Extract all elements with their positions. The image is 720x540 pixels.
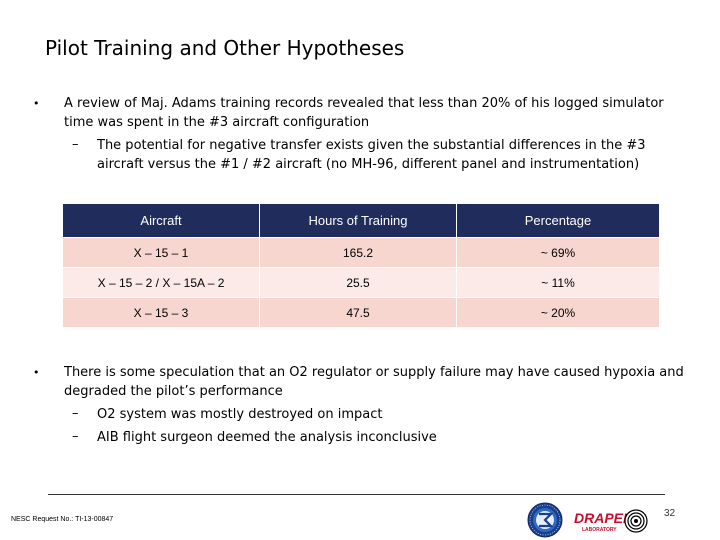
bullet2-line1: There is some speculation that an O2 reg… xyxy=(64,365,684,380)
cell-aircraft: X – 15 – 1 xyxy=(62,237,260,268)
header-aircraft: Aircraft xyxy=(62,203,260,238)
training-hours-table: Aircraft Hours of Training Percentage X … xyxy=(62,203,660,328)
table-row: X – 15 – 3 47.5 ~ 20% xyxy=(62,297,660,328)
nesc-seal-icon xyxy=(527,502,563,538)
bullet2-line2: degraded the pilot’s performance xyxy=(64,384,283,399)
page-number: 32 xyxy=(664,508,676,519)
bullet2-sub2: AIB flight surgeon deemed the analysis i… xyxy=(97,430,437,445)
bullet-marker: • xyxy=(33,366,40,379)
cell-hours: 25.5 xyxy=(259,267,457,298)
table-row: X – 15 – 2 / X – 15A – 2 25.5 ~ 11% xyxy=(62,267,660,298)
slide-title: Pilot Training and Other Hypotheses xyxy=(45,36,405,60)
bullet1-line1: A review of Maj. Adams training records … xyxy=(64,96,664,111)
cell-aircraft: X – 15 – 3 xyxy=(62,297,260,328)
cell-percentage: ~ 11% xyxy=(456,267,660,298)
cell-percentage: ~ 69% xyxy=(456,237,660,268)
table-header-row: Aircraft Hours of Training Percentage xyxy=(62,203,660,238)
header-percentage: Percentage xyxy=(456,203,660,238)
cell-hours: 165.2 xyxy=(259,237,457,268)
cell-hours: 47.5 xyxy=(259,297,457,328)
cell-aircraft: X – 15 – 2 / X – 15A – 2 xyxy=(62,267,260,298)
draper-logo-sub: LABORATORY xyxy=(582,527,617,533)
bullet1-sub1-line2: aircraft versus the #1 / #2 aircraft (no… xyxy=(97,157,640,172)
nesc-request-number: NESC Request No.: TI-13-00847 xyxy=(11,516,114,523)
target-emblem-icon xyxy=(624,509,648,533)
draper-logo-wordmark: DRAPER xyxy=(574,510,634,526)
cell-percentage: ~ 20% xyxy=(456,297,660,328)
bullet2-sub1: O2 system was mostly destroyed on impact xyxy=(97,407,383,422)
draper-logo-icon: DRAPER LABORATORY xyxy=(574,510,634,533)
sub-dash: – xyxy=(72,406,79,421)
bullet1-line2: time was spent in the #3 aircraft config… xyxy=(64,115,370,130)
sub-dash: – xyxy=(72,137,79,152)
footer-divider xyxy=(48,494,665,495)
table-row: X – 15 – 1 165.2 ~ 69% xyxy=(62,237,660,268)
sub-dash: – xyxy=(72,429,79,444)
bullet1-sub1-line1: The potential for negative transfer exis… xyxy=(97,138,646,153)
bullet-marker: • xyxy=(33,97,40,110)
header-hours: Hours of Training xyxy=(259,203,457,238)
